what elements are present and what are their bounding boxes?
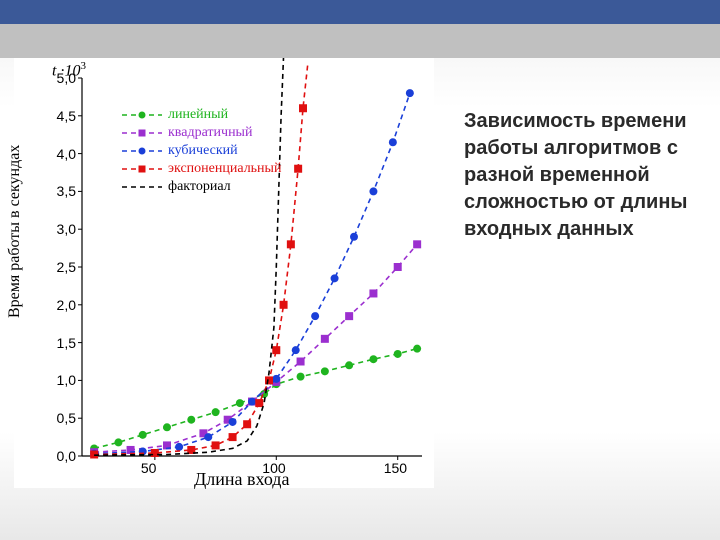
chart-legend: линейный квадратичный кубический экспоненци… (122, 106, 281, 196)
y-tick-label: 1,0 (48, 372, 76, 388)
legend-label: экспоненциальный (168, 161, 281, 177)
legend-item: экспоненциальный (122, 160, 281, 178)
legend-item: факториал (122, 178, 281, 196)
legend-item: кубический (122, 142, 281, 160)
legend-label: факториал (168, 179, 231, 195)
y-tick-label: 2,0 (48, 297, 76, 313)
x-tick-label: 100 (262, 460, 285, 476)
x-tick-label: 50 (141, 460, 157, 476)
description-text: Зависимость времени работы алгоритмов с … (434, 58, 710, 488)
y-tick-label: 0,5 (48, 410, 76, 426)
legend-label: кубический (168, 143, 238, 159)
legend-item: квадратичный (122, 124, 281, 142)
y-tick-label: 2,5 (48, 259, 76, 275)
y-axis-label: Время работы в секундах (6, 145, 24, 318)
slide-content: t ·103 Время работы в секундах Длина вхо… (0, 58, 720, 488)
y-tick-label: 1,5 (48, 335, 76, 351)
legend-label: линейный (168, 107, 228, 123)
slide-top-bar (0, 0, 720, 24)
y-tick-label: 5,0 (48, 70, 76, 86)
legend-item: линейный (122, 106, 281, 124)
y-tick-label: 0,0 (48, 448, 76, 464)
legend-label: квадратичный (168, 125, 252, 141)
x-tick-label: 150 (384, 460, 407, 476)
chart-container: t ·103 Время работы в секундах Длина вхо… (14, 58, 434, 488)
y-tick-label: 3,0 (48, 221, 76, 237)
slide-grey-bar (0, 24, 720, 58)
y-tick-label: 3,5 (48, 183, 76, 199)
y-tick-label: 4,0 (48, 146, 76, 162)
y-tick-label: 4,5 (48, 108, 76, 124)
